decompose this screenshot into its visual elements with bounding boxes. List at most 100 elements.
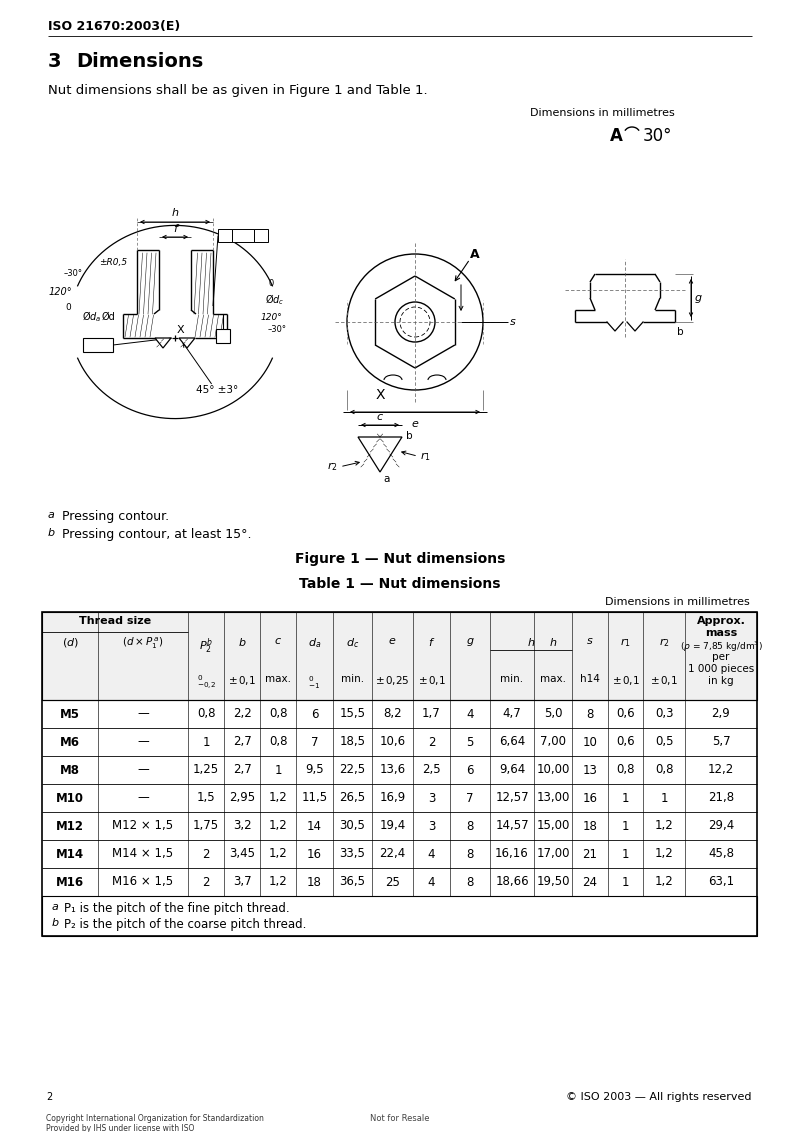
Text: $r_1$: $r_1$ [420, 449, 431, 463]
Text: 1: 1 [202, 736, 210, 748]
Text: 45,8: 45,8 [708, 848, 734, 860]
Text: —: — [137, 791, 149, 805]
Text: 5,7: 5,7 [712, 736, 730, 748]
Text: $^0_{-1}$: $^0_{-1}$ [309, 674, 321, 691]
Text: 25: 25 [385, 875, 400, 889]
Text: b: b [677, 327, 684, 337]
Text: 0,2: 0,2 [94, 340, 109, 350]
Text: a: a [52, 902, 59, 912]
Text: h14: h14 [580, 674, 600, 684]
Text: —: — [137, 763, 149, 777]
Text: 0,3: 0,3 [654, 708, 674, 720]
Text: Nut dimensions shall be as given in Figure 1 and Table 1.: Nut dimensions shall be as given in Figu… [48, 84, 428, 97]
Text: 2: 2 [428, 736, 435, 748]
Text: 0,8: 0,8 [269, 736, 287, 748]
Text: 3: 3 [428, 820, 435, 832]
Text: 45° ±3°: 45° ±3° [196, 385, 238, 395]
Text: X: X [177, 325, 185, 335]
Text: 8,2: 8,2 [383, 708, 402, 720]
Text: h: h [171, 208, 178, 218]
Text: M12: M12 [56, 820, 84, 832]
Text: 12,57: 12,57 [495, 791, 529, 805]
Text: $d_c$: $d_c$ [346, 636, 359, 650]
Text: min.: min. [501, 674, 523, 684]
Text: 4: 4 [428, 875, 435, 889]
Text: 15,00: 15,00 [536, 820, 570, 832]
Bar [42, 612, 757, 936]
Text: a: a [48, 511, 55, 520]
Text: 13: 13 [582, 763, 598, 777]
Bar [83, 338, 113, 352]
Text: b: b [406, 431, 413, 441]
Text: 3: 3 [48, 52, 62, 71]
Text: 7: 7 [466, 791, 474, 805]
Text: $P_2^b$: $P_2^b$ [199, 636, 213, 655]
Text: 3,2: 3,2 [233, 820, 251, 832]
Text: 18,66: 18,66 [495, 875, 529, 889]
Text: A: A [258, 231, 265, 240]
Text: 1: 1 [622, 791, 630, 805]
Text: Table 1 — Nut dimensions: Table 1 — Nut dimensions [299, 577, 501, 591]
Text: 1,2: 1,2 [269, 820, 287, 832]
Text: 36,5: 36,5 [339, 875, 366, 889]
Text: Approx.: Approx. [697, 616, 746, 626]
Text: max.: max. [265, 674, 291, 684]
Text: min.: min. [341, 674, 364, 684]
Text: X: X [375, 388, 385, 402]
Polygon shape [155, 338, 171, 348]
Text: 0: 0 [268, 280, 274, 289]
Text: g: g [695, 293, 702, 303]
Text: 14,57: 14,57 [495, 820, 529, 832]
Text: 1: 1 [622, 848, 630, 860]
Text: $h$: $h$ [549, 636, 557, 648]
Text: 3,45: 3,45 [229, 848, 255, 860]
Text: Thread size: Thread size [79, 616, 151, 626]
Text: 10,6: 10,6 [379, 736, 406, 748]
Text: 22,4: 22,4 [379, 848, 406, 860]
Text: $r_2$: $r_2$ [327, 461, 338, 473]
Text: 2,95: 2,95 [229, 791, 255, 805]
Polygon shape [179, 338, 195, 348]
Text: 1,2: 1,2 [654, 848, 674, 860]
Text: //: // [222, 231, 228, 240]
Text: 63,1: 63,1 [708, 875, 734, 889]
Text: 6: 6 [310, 708, 318, 720]
Text: Dimensions in millimetres: Dimensions in millimetres [530, 108, 674, 118]
Bar [216, 329, 230, 343]
Text: 0,8: 0,8 [197, 708, 215, 720]
Text: b: b [48, 528, 55, 538]
Text: 1: 1 [274, 763, 282, 777]
Text: 120°: 120° [260, 312, 282, 321]
Text: $d_a$: $d_a$ [308, 636, 321, 650]
Text: $e$: $e$ [388, 636, 397, 646]
Text: P₂ is the pitch of the coarse pitch thread.: P₂ is the pitch of the coarse pitch thre… [64, 918, 306, 931]
Text: $g$: $g$ [466, 636, 474, 648]
Text: 8: 8 [466, 848, 474, 860]
Text: 8: 8 [586, 708, 594, 720]
Text: 16: 16 [307, 848, 322, 860]
Text: 2,2: 2,2 [233, 708, 251, 720]
Text: 1,2: 1,2 [654, 875, 674, 889]
Text: © ISO 2003 — All rights reserved: © ISO 2003 — All rights reserved [566, 1092, 752, 1101]
Polygon shape [358, 437, 402, 472]
Text: s: s [510, 317, 516, 327]
Text: 120°: 120° [48, 288, 72, 297]
Bar [42, 897, 757, 936]
Text: 0,8: 0,8 [616, 763, 634, 777]
Text: M8: M8 [60, 763, 80, 777]
Text: P₁ is the pitch of the fine pitch thread.: P₁ is the pitch of the fine pitch thread… [64, 902, 290, 915]
Text: 2,7: 2,7 [233, 736, 251, 748]
Text: 2,7: 2,7 [233, 763, 251, 777]
Text: 18: 18 [582, 820, 598, 832]
Text: A: A [470, 248, 480, 260]
Text: 24: 24 [582, 875, 598, 889]
Text: 0,6: 0,6 [616, 708, 635, 720]
Text: M16: M16 [56, 875, 84, 889]
Text: 30°: 30° [643, 127, 673, 145]
Text: 8: 8 [466, 820, 474, 832]
Text: Copyright International Organization for Standardization
Provided by IHS under l: Copyright International Organization for… [46, 1114, 300, 1132]
Text: 1,2: 1,2 [269, 875, 287, 889]
Text: $\pm\,0{,}1$: $\pm\,0{,}1$ [418, 674, 446, 687]
Text: M6: M6 [60, 736, 80, 748]
Bar [232, 229, 254, 242]
